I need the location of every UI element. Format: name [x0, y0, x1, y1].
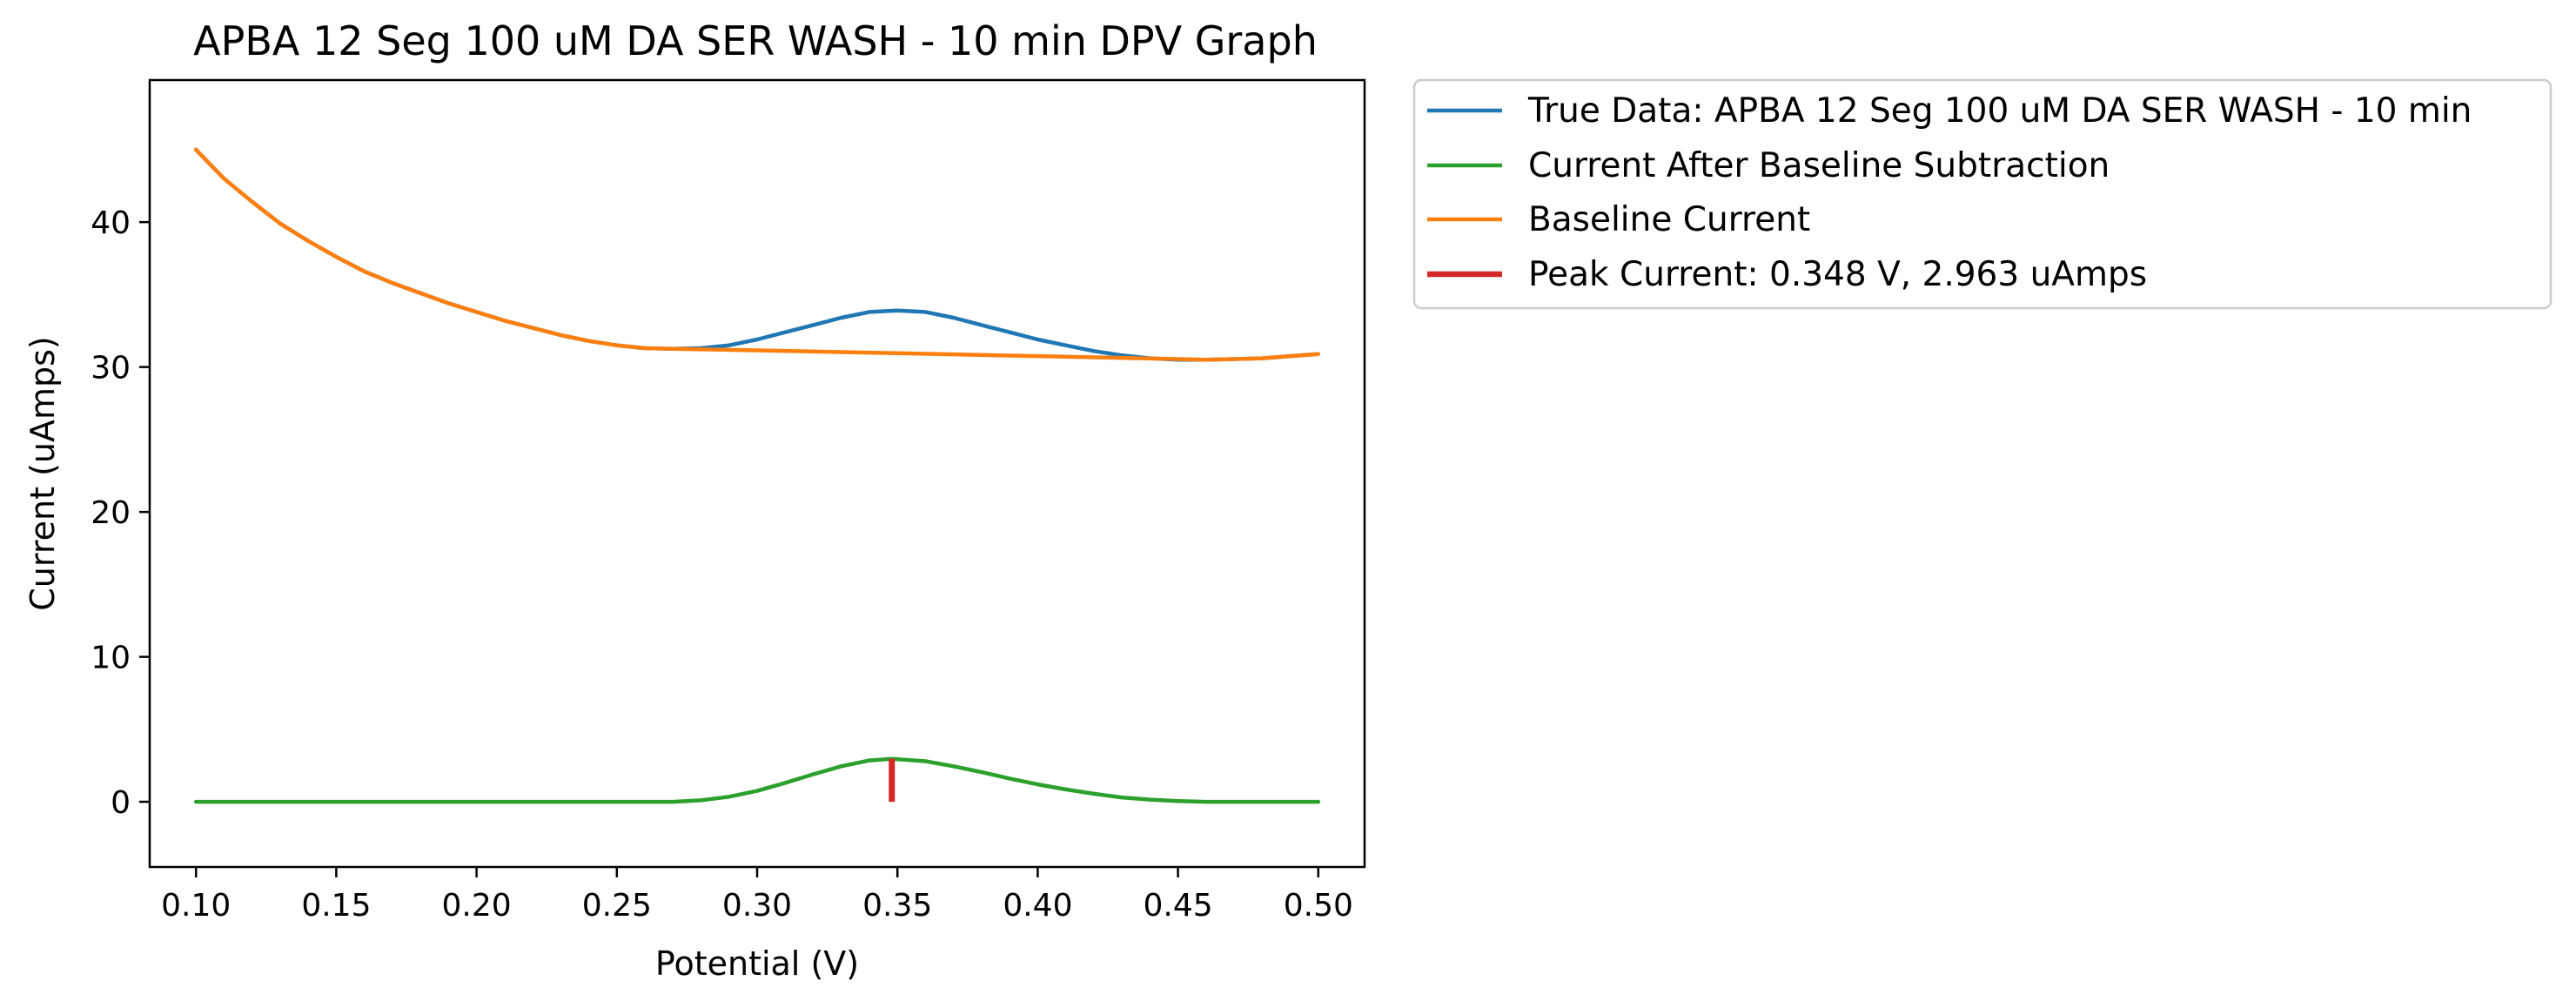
legend-label-true-data: True Data: APBA 12 Seg 100 uM DA SER WAS… [1527, 91, 2472, 131]
y-axis-ticks: 0 10 20 30 40 [91, 205, 150, 821]
x-tick-label: 0.15 [301, 888, 371, 924]
series-line-baseline-subtracted [193, 756, 1321, 804]
x-axis-ticks: 0.10 0.15 0.20 0.25 0.30 0.35 0.40 0.45 0.50 [161, 867, 1353, 924]
chart-title: APBA 12 Seg 100 uM DA SER WASH - 10 min … [193, 17, 1318, 64]
legend-label-peak-current: Peak Current: 0.348 V, 2.963 uAmps [1528, 255, 2147, 294]
x-tick-label: 0.10 [161, 888, 231, 924]
x-tick-label: 0.20 [442, 888, 512, 924]
legend-label-baseline-current: Baseline Current [1528, 200, 1810, 239]
x-axis-label: Potential (V) [655, 944, 859, 983]
x-tick-label: 0.35 [862, 888, 932, 924]
plot-lines [193, 147, 1321, 804]
x-tick-label: 0.50 [1284, 888, 1353, 924]
legend-frame [1412, 78, 2553, 310]
x-tick-label: 0.40 [1003, 888, 1072, 924]
y-tick-label: 10 [91, 641, 131, 676]
y-tick-label: 0 [111, 785, 131, 821]
plot-frame [148, 78, 1366, 869]
y-axis-label: Current (uAmps) [23, 336, 62, 610]
series-line-baseline-current [193, 147, 1321, 362]
series-line-true-data [193, 147, 1321, 362]
x-tick-label: 0.30 [722, 888, 792, 924]
legend-label-baseline-subtracted: Current After Baseline Subtraction [1528, 146, 2110, 185]
y-tick-label: 40 [91, 205, 131, 241]
x-tick-label: 0.25 [582, 888, 652, 924]
y-tick-label: 20 [91, 495, 131, 531]
legend: True Data: APBA 12 Seg 100 uM DA SER WAS… [1412, 78, 2553, 310]
y-tick-label: 30 [91, 351, 131, 386]
x-tick-label: 0.45 [1144, 888, 1213, 924]
